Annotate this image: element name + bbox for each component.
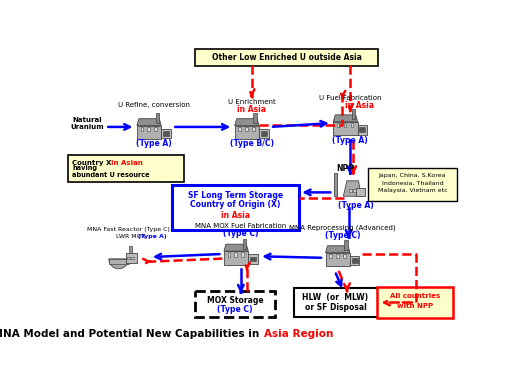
Bar — [353, 189, 356, 192]
Bar — [344, 123, 347, 127]
Text: in Asian: in Asian — [111, 160, 142, 166]
Bar — [337, 123, 339, 127]
Bar — [147, 127, 150, 131]
Bar — [137, 126, 161, 139]
Text: (Type C): (Type C) — [217, 305, 253, 314]
Wedge shape — [109, 259, 129, 269]
Bar — [228, 252, 230, 257]
Bar — [126, 253, 137, 263]
Bar — [127, 257, 130, 260]
Text: in Asia: in Asia — [221, 211, 250, 220]
Text: (Type A): (Type A) — [338, 201, 374, 210]
Bar — [224, 251, 248, 265]
FancyBboxPatch shape — [368, 168, 457, 201]
Bar — [132, 257, 134, 260]
Bar — [156, 113, 159, 123]
Text: MNA MOX Fuel Fabrication: MNA MOX Fuel Fabrication — [195, 223, 287, 229]
Bar — [248, 255, 258, 264]
Bar — [351, 123, 353, 127]
Bar — [334, 173, 337, 196]
Bar — [234, 126, 259, 139]
Bar — [234, 252, 237, 257]
Bar — [154, 127, 157, 131]
FancyBboxPatch shape — [68, 155, 184, 182]
Text: (Type A): (Type A) — [138, 234, 166, 239]
Text: Malaysia, Vietnam etc: Malaysia, Vietnam etc — [378, 188, 447, 193]
Bar — [253, 113, 257, 123]
Bar — [358, 125, 367, 135]
Text: Indonesia, Thailand: Indonesia, Thailand — [382, 180, 443, 185]
Polygon shape — [333, 115, 358, 122]
Bar — [129, 246, 132, 260]
Text: SF Long Term Storage: SF Long Term Storage — [188, 191, 283, 200]
FancyBboxPatch shape — [377, 288, 453, 318]
Bar — [243, 239, 246, 248]
Text: in Asia: in Asia — [237, 105, 266, 114]
Polygon shape — [137, 119, 161, 126]
Text: Country X: Country X — [72, 160, 114, 166]
Bar — [343, 254, 346, 258]
Bar — [250, 257, 256, 261]
Text: NPP: NPP — [336, 164, 354, 173]
Text: HLW  (or  MLW): HLW (or MLW) — [303, 293, 369, 301]
Text: Country of Origin (X): Country of Origin (X) — [190, 200, 281, 209]
Text: or SF Disposal: or SF Disposal — [305, 303, 367, 311]
Bar — [241, 252, 244, 257]
Polygon shape — [326, 246, 350, 253]
Text: Asia Region: Asia Region — [264, 329, 333, 339]
Text: LWR MOX: LWR MOX — [116, 234, 145, 239]
Bar — [259, 129, 269, 139]
Bar — [163, 131, 169, 136]
Text: Other Low Enriched U outside Asia: Other Low Enriched U outside Asia — [212, 53, 361, 62]
Text: Natural
Uranium: Natural Uranium — [70, 117, 103, 129]
Bar — [109, 259, 129, 265]
Bar — [356, 188, 365, 196]
Text: (Type A): (Type A) — [136, 139, 172, 148]
Bar — [349, 189, 352, 192]
Bar — [359, 127, 366, 132]
Text: MNA Fast Reactor (Type C): MNA Fast Reactor (Type C) — [87, 227, 170, 232]
Text: (Type C): (Type C) — [223, 230, 259, 238]
Bar — [261, 131, 267, 136]
Text: Japan, China, S.Korea: Japan, China, S.Korea — [379, 173, 446, 178]
Bar — [252, 127, 254, 131]
Text: A MNA Model and Potential New Capabilities in: A MNA Model and Potential New Capabiliti… — [0, 329, 262, 339]
Bar — [344, 240, 348, 250]
Polygon shape — [224, 244, 248, 251]
Text: having
abundant U resource: having abundant U resource — [72, 165, 150, 178]
FancyBboxPatch shape — [172, 185, 299, 230]
Bar — [195, 291, 275, 317]
Text: (Type A): (Type A) — [332, 136, 368, 144]
Text: U Fuel Fabrication: U Fuel Fabrication — [319, 96, 381, 101]
Bar — [161, 129, 171, 139]
Bar — [333, 122, 358, 135]
Polygon shape — [344, 181, 361, 196]
Polygon shape — [234, 119, 259, 126]
Text: All countries: All countries — [390, 293, 440, 300]
Text: (Type C): (Type C) — [325, 231, 360, 240]
FancyBboxPatch shape — [195, 49, 378, 66]
Text: U Enrichment: U Enrichment — [228, 99, 275, 105]
FancyBboxPatch shape — [293, 288, 377, 317]
Text: with NPP: with NPP — [397, 303, 433, 309]
Bar — [239, 127, 241, 131]
Bar — [336, 254, 339, 258]
Bar — [329, 254, 332, 258]
Text: MNA Reprocessing (Advanced): MNA Reprocessing (Advanced) — [289, 225, 396, 231]
Bar — [352, 109, 355, 119]
Text: (Type B/C): (Type B/C) — [229, 139, 273, 148]
Bar — [350, 256, 359, 265]
Text: in Asia: in Asia — [345, 101, 374, 110]
Bar — [141, 127, 143, 131]
Text: U Refine, conversion: U Refine, conversion — [118, 103, 190, 108]
Bar — [245, 127, 248, 131]
Bar — [326, 253, 350, 266]
Bar — [352, 258, 358, 263]
Text: MOX Storage: MOX Storage — [207, 296, 263, 305]
